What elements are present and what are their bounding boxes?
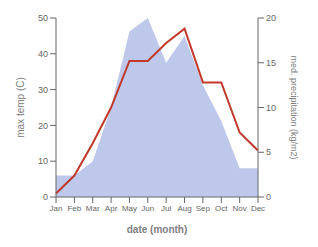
svg-text:30: 30 bbox=[38, 85, 48, 95]
svg-text:0: 0 bbox=[43, 192, 48, 202]
svg-text:Aug: Aug bbox=[177, 204, 191, 213]
svg-text:5: 5 bbox=[266, 147, 271, 157]
svg-text:0: 0 bbox=[266, 192, 271, 202]
svg-text:50: 50 bbox=[38, 13, 48, 23]
svg-text:Apr: Apr bbox=[105, 204, 118, 213]
svg-text:Jan: Jan bbox=[50, 204, 63, 213]
svg-text:15: 15 bbox=[266, 58, 276, 68]
svg-text:Oct: Oct bbox=[215, 204, 228, 213]
svg-text:20: 20 bbox=[266, 13, 276, 23]
svg-text:med. precipitation (kg/m2): med. precipitation (kg/m2) bbox=[289, 55, 299, 159]
svg-text:10: 10 bbox=[38, 156, 48, 166]
svg-text:20: 20 bbox=[38, 121, 48, 131]
svg-text:10: 10 bbox=[266, 103, 276, 113]
svg-text:Nov: Nov bbox=[233, 204, 247, 213]
svg-text:max temp (C): max temp (C) bbox=[15, 77, 26, 138]
svg-text:Jun: Jun bbox=[141, 204, 154, 213]
svg-text:Jul: Jul bbox=[161, 204, 171, 213]
svg-text:May: May bbox=[122, 204, 137, 213]
svg-text:Dec: Dec bbox=[251, 204, 265, 213]
svg-text:date (month): date (month) bbox=[127, 224, 188, 235]
svg-text:Sep: Sep bbox=[196, 204, 211, 213]
svg-text:Mar: Mar bbox=[86, 204, 100, 213]
svg-text:40: 40 bbox=[38, 49, 48, 59]
svg-text:Feb: Feb bbox=[67, 204, 81, 213]
